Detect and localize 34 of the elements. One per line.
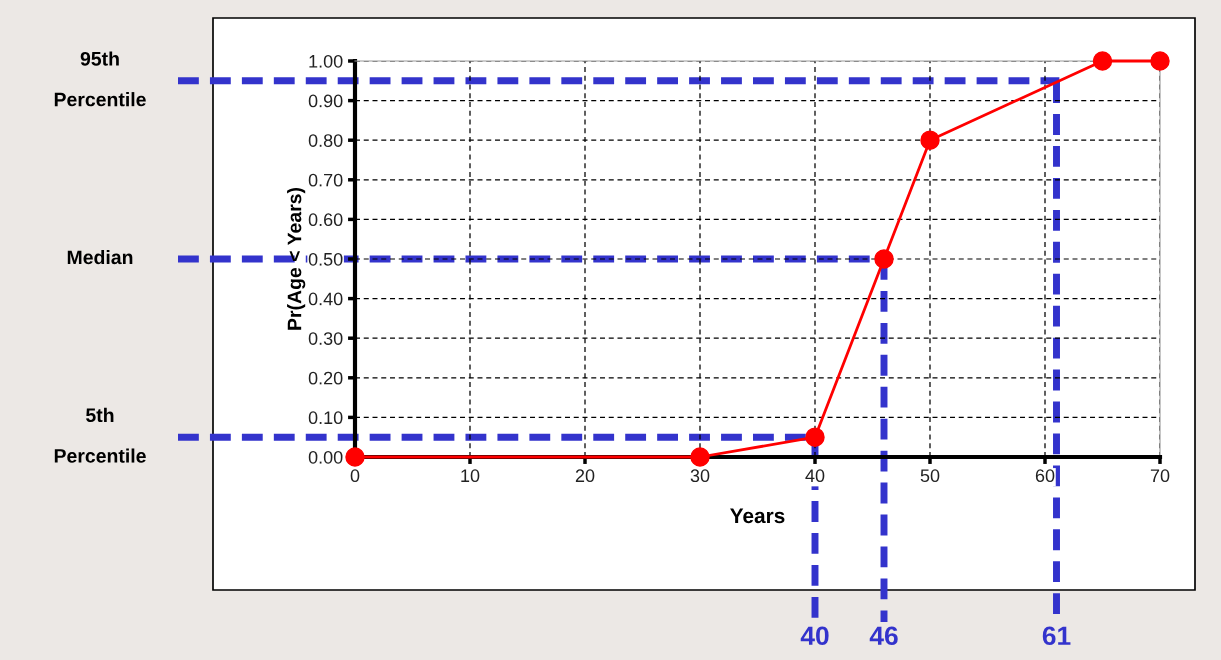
y-tick-label: 0.80 xyxy=(308,134,343,147)
point xyxy=(1092,51,1113,71)
x-tick-label: 30 xyxy=(690,469,710,483)
point xyxy=(805,427,825,447)
text: 5th Percentile xyxy=(54,407,146,463)
y-tick-label: 0.20 xyxy=(308,371,343,385)
ref-line-label: Median xyxy=(67,249,133,265)
y-axis-title: Pr(Age < Years) xyxy=(287,187,306,330)
point xyxy=(874,249,894,269)
point xyxy=(1150,51,1170,71)
y-tick-label: 0.40 xyxy=(308,292,343,306)
point xyxy=(690,447,710,467)
y-tick-label: 0.50 xyxy=(308,252,343,266)
y-tick-label: 1.00 xyxy=(309,54,343,68)
y-tick-label: 0.90 xyxy=(308,94,343,108)
x-tick-label: 60 xyxy=(1035,469,1055,483)
ref-line-label: 40 xyxy=(800,626,829,646)
text: 95th Percentile xyxy=(54,51,146,107)
y-tick-label: 0.10 xyxy=(308,411,343,425)
y-tick-label: 0.00 xyxy=(308,450,343,464)
x-tick-label: 20 xyxy=(575,469,595,483)
x-tick-label: 0 xyxy=(350,469,360,483)
x-tick-label: 10 xyxy=(461,469,480,483)
y-tick-label: 0.60 xyxy=(308,213,343,227)
x-tick-label: 50 xyxy=(920,469,940,483)
point xyxy=(345,447,365,467)
ref-line-label: 61 xyxy=(1042,626,1071,646)
y-tick-label: 0.30 xyxy=(308,332,343,345)
y-tick-label: 0.70 xyxy=(308,173,343,187)
x-tick-label: 70 xyxy=(1150,469,1170,483)
point xyxy=(920,130,940,150)
x-axis-title: Years xyxy=(730,508,785,524)
ref-line-label: 46 xyxy=(869,626,898,646)
x-tick-label: 40 xyxy=(805,469,825,483)
